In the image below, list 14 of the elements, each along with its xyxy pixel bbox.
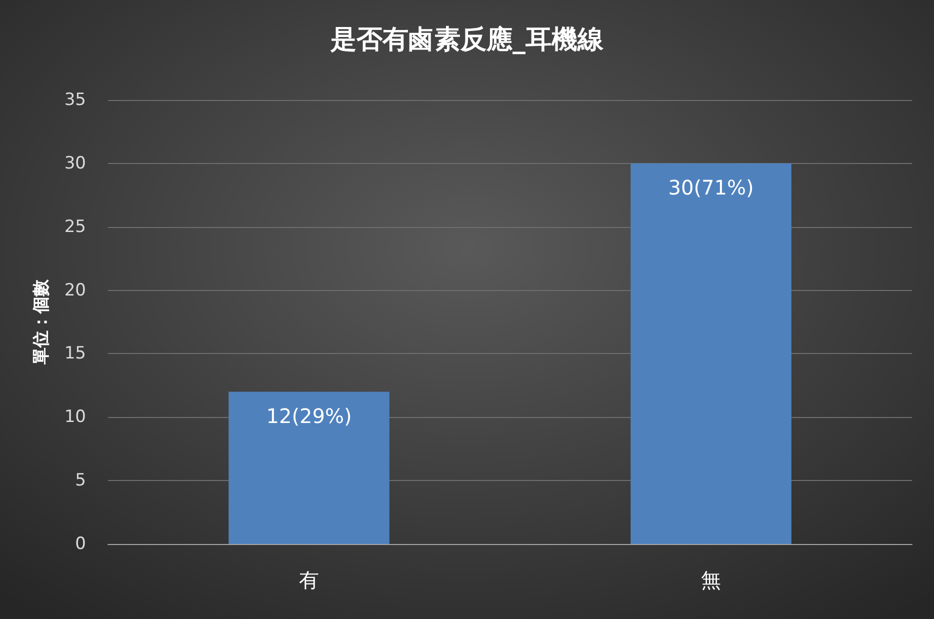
data-label: 12(29%) — [266, 404, 352, 428]
y-tick-label: 10 — [64, 407, 86, 428]
y-tick-label: 15 — [64, 344, 86, 364]
y-tick-label: 30 — [64, 153, 86, 174]
data-label: 30(71%) — [668, 175, 754, 200]
y-tick-label: 20 — [64, 280, 86, 300]
y-tick-label: 35 — [64, 90, 86, 110]
x-tick-label: 有 — [299, 568, 319, 592]
chart-title: 是否有鹵素反應_耳機線 — [330, 25, 604, 55]
y-tick-label: 5 — [75, 470, 86, 491]
x-tick-label: 無 — [701, 568, 721, 592]
y-tick-label: 25 — [64, 216, 86, 237]
y-tick-label: 0 — [75, 534, 86, 554]
y-axis-title: 單位：個數 — [32, 278, 52, 366]
